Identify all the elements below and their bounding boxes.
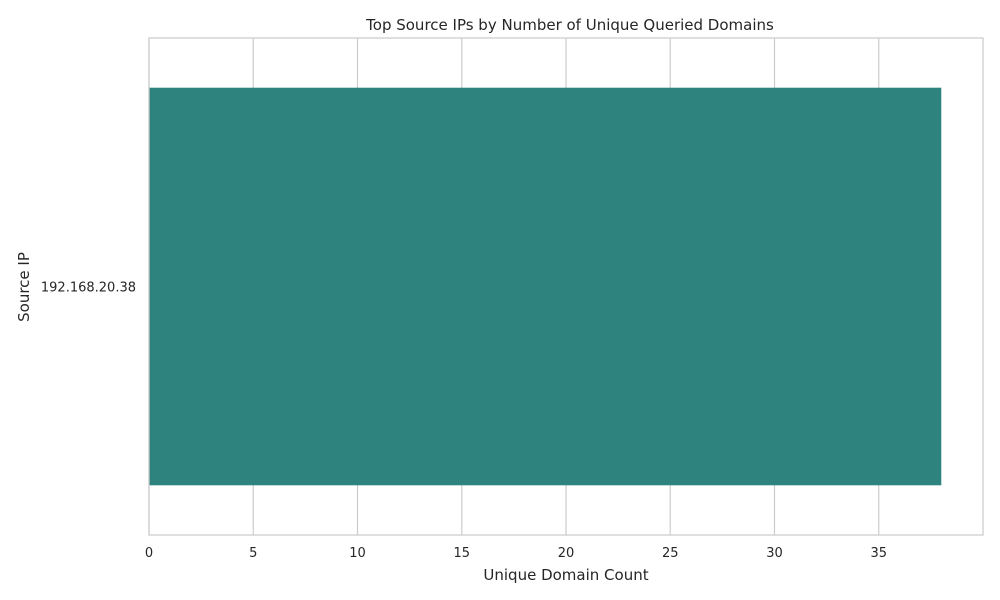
x-tick-labels: 0 5 10 15 20 25 30 35 [145,546,887,561]
x-tick-label: 30 [766,546,783,561]
bars [149,87,942,486]
x-tick-label: 0 [145,546,153,561]
x-tick-label: 25 [662,546,679,561]
x-axis-label: Unique Domain Count [483,566,648,584]
y-tick-labels: 192.168.20.38 [41,281,136,296]
y-axis-label: Source IP [15,252,33,322]
x-tick-label: 10 [349,546,366,561]
bar [149,87,942,486]
y-tick-label: 192.168.20.38 [41,281,136,296]
x-tick-label: 15 [453,546,470,561]
chart-title: Top Source IPs by Number of Unique Queri… [365,16,774,34]
x-tick-label: 20 [558,546,575,561]
x-tick-label: 5 [249,546,257,561]
plot-area-frame [148,37,984,536]
x-tick-label: 35 [870,546,887,561]
